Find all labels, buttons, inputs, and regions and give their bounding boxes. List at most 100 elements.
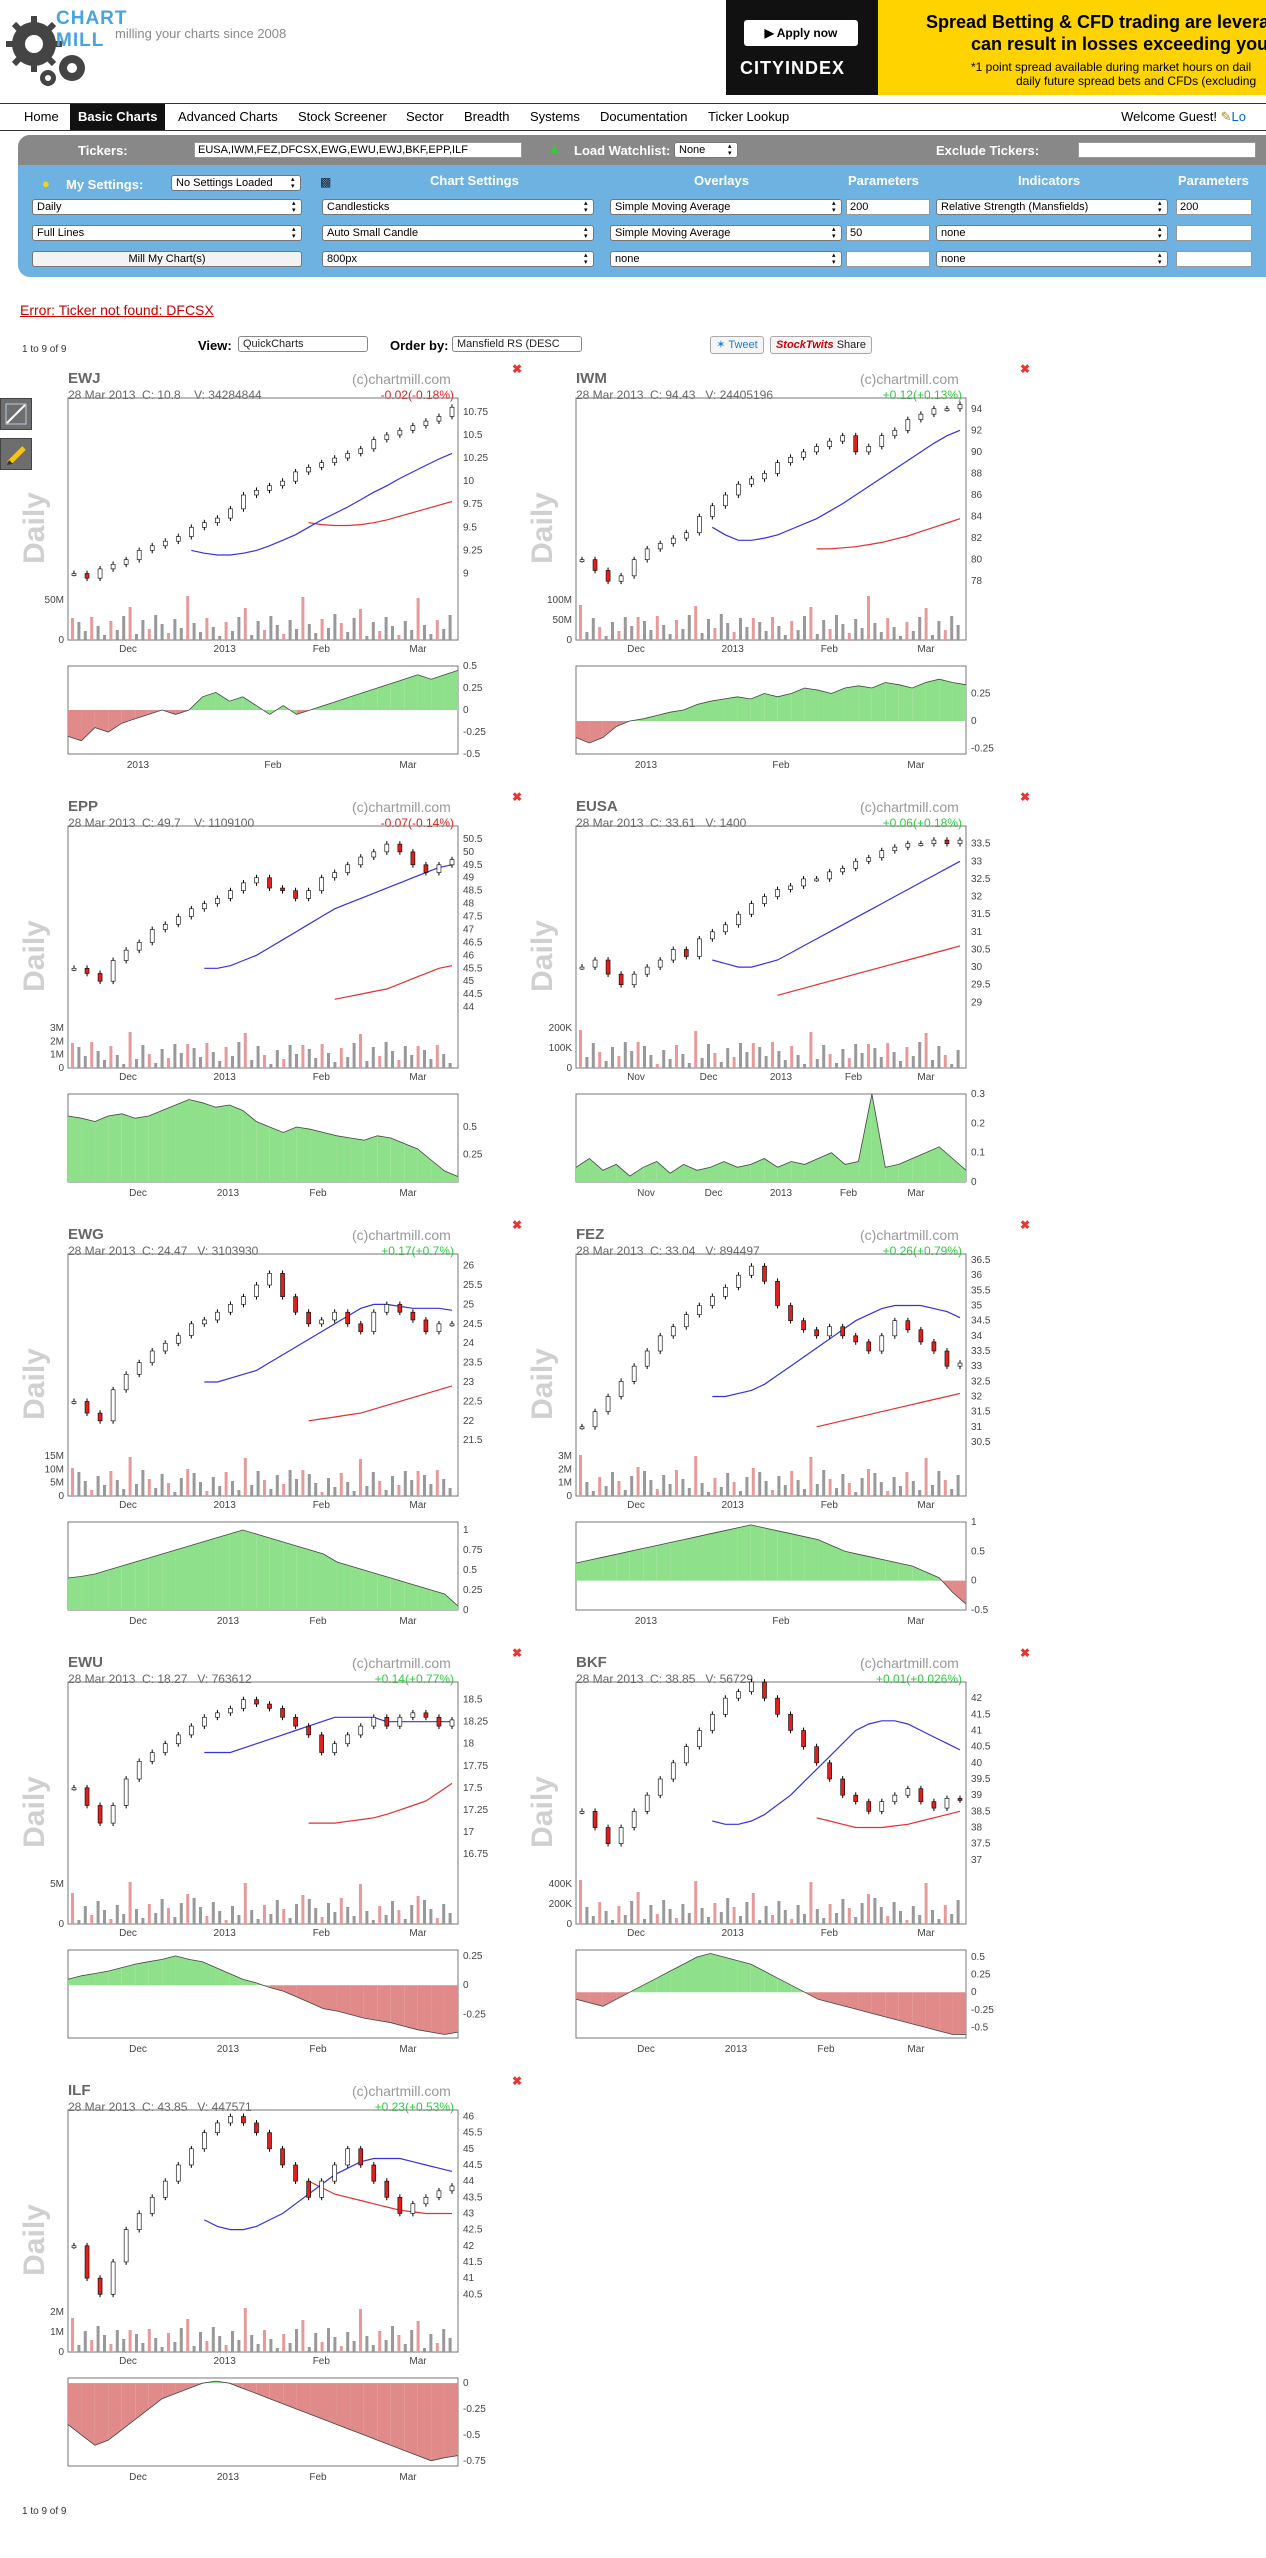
logo-mill-text[interactable]: MILL: [56, 30, 105, 51]
volume-bar: [675, 1470, 678, 1496]
advertisement-banner[interactable]: ▶ Apply now CITYINDEX Spread Betting & C…: [726, 0, 1266, 95]
remove-chart-icon[interactable]: ✖: [512, 1646, 523, 1660]
chart-style-select[interactable]: Candlesticks: [322, 199, 594, 215]
rs-positive-area: [68, 1576, 82, 1610]
price-tick-label: 36: [971, 1270, 983, 1281]
volume-bar: [339, 2346, 343, 2352]
rs-positive-area: [844, 1161, 859, 1182]
pencil-tool-icon[interactable]: [0, 438, 32, 470]
chart-ewg[interactable]: EWG 28 Mar 2013 C: 24.47 V: 3103930 (c)cha…: [18, 1218, 586, 1702]
chart-svg: Daily 50.5 50 49.5 49 48.5 48 47.547 46.5 46 45.5 4…: [18, 825, 483, 1199]
chart-ilf[interactable]: ILF 28 Mar 2013 C: 43.85 V: 447571 (c)char…: [18, 2074, 586, 2558]
stocktwits-share-button[interactable]: StockTwits Share: [770, 336, 872, 354]
volume-bar: [352, 1916, 356, 1924]
nav-systems[interactable]: Systems: [530, 109, 580, 124]
chart-fez[interactable]: FEZ 28 Mar 2013 C: 33.04 V: 894497 (c)char…: [526, 1218, 1094, 1702]
remove-chart-icon[interactable]: ✖: [512, 1218, 523, 1232]
volume-bar: [90, 617, 94, 640]
nav-basic-charts[interactable]: Basic Charts: [70, 104, 166, 130]
nav-ticker-lookup[interactable]: Ticker Lookup: [708, 109, 790, 124]
volume-bar: [668, 1909, 672, 1924]
candle: [801, 875, 806, 889]
rs-positive-area: [858, 685, 872, 721]
chart-ticker[interactable]: EWJ: [68, 370, 101, 387]
remove-chart-icon[interactable]: ✖: [512, 362, 523, 376]
line-style-select[interactable]: Full Lines: [32, 225, 302, 241]
overlay3-select[interactable]: none: [610, 251, 842, 267]
volume-bar: [585, 1057, 589, 1068]
tweet-button[interactable]: ✶ Tweet: [710, 336, 764, 354]
volume-bar: [359, 1459, 362, 1496]
ad-brand-name: CITYINDEX: [740, 58, 846, 78]
indicator1-select[interactable]: Relative Strength (Mansfields): [936, 199, 1168, 215]
candle-size-select[interactable]: Auto Small Candle: [322, 225, 594, 241]
chart-ticker[interactable]: ILF: [68, 2082, 91, 2099]
indicator2-select[interactable]: none: [936, 225, 1168, 241]
indicator1-param-input[interactable]: 200: [1176, 199, 1252, 215]
nav-documentation[interactable]: Documentation: [600, 109, 688, 124]
chart-ticker[interactable]: FEZ: [576, 1226, 605, 1243]
nav-breadth[interactable]: Breadth: [464, 109, 510, 124]
rs-positive-area: [350, 1138, 364, 1182]
chart-iwm[interactable]: IWM 28 Mar 2013 C: 94.43 V: 24405196 (c)ch…: [526, 362, 1094, 846]
chart-ticker[interactable]: EWG: [68, 1226, 104, 1243]
load-watchlist-select[interactable]: None: [674, 142, 738, 158]
order-by-select[interactable]: Mansfield RS (DESC: [452, 336, 582, 352]
my-settings-select[interactable]: No Settings Loaded: [171, 175, 301, 191]
login-icon[interactable]: ✎: [1220, 109, 1232, 124]
price-tick-label: 43.5: [463, 2192, 483, 2203]
overlay1-param-input[interactable]: 200: [846, 199, 930, 215]
chart-eusa[interactable]: EUSA 28 Mar 2013 C: 33.61 V: 1400 (c)chart…: [526, 790, 1094, 1274]
login-link[interactable]: Lo: [1231, 109, 1246, 124]
volume-bar: [739, 1491, 742, 1496]
save-settings-icon[interactable]: ▩: [320, 175, 332, 189]
remove-chart-icon[interactable]: ✖: [1020, 1646, 1031, 1660]
mill-my-charts-button[interactable]: Mill My Chart(s): [32, 251, 302, 267]
remove-chart-icon[interactable]: ✖: [512, 2074, 523, 2088]
overlay2-select[interactable]: Simple Moving Average: [610, 225, 842, 241]
chart-epp[interactable]: EPP 28 Mar 2013 C: 49.7 V: 1109100 (c)char…: [18, 790, 586, 1274]
chart-ewj[interactable]: EWJ 28 Mar 2013 C: 10.8 V: 34284844 (c)cha…: [18, 362, 586, 846]
rs-positive-area: [737, 696, 751, 721]
logo-chart-text[interactable]: CHART: [56, 8, 128, 29]
nav-advanced-charts[interactable]: Advanced Charts: [178, 109, 278, 124]
chart-ewu[interactable]: EWU 28 Mar 2013 C: 18.27 V: 763612 (c)char…: [18, 1646, 586, 2130]
rs-negative-area: [417, 2383, 432, 2461]
chart-bkf[interactable]: BKF 28 Mar 2013 C: 38.85 V: 56729 (c)chart…: [526, 1646, 1094, 2130]
remove-chart-icon[interactable]: ✖: [512, 790, 523, 804]
indicator2-param-input[interactable]: [1176, 225, 1252, 241]
overlay2-param-input[interactable]: 50: [846, 225, 930, 241]
indicator3-param-input[interactable]: [1176, 251, 1252, 267]
rs-positive-area: [764, 1158, 778, 1182]
remove-chart-icon[interactable]: ✖: [1020, 790, 1031, 804]
remove-chart-icon[interactable]: ✖: [1020, 362, 1031, 376]
nav-sector[interactable]: Sector: [406, 109, 444, 124]
chart-ticker[interactable]: EUSA: [576, 798, 618, 815]
view-select[interactable]: QuickCharts: [238, 336, 368, 352]
indicator3-select[interactable]: none: [936, 251, 1168, 267]
volume-bar: [879, 1057, 883, 1068]
chart-ticker[interactable]: EPP: [68, 798, 99, 815]
remove-chart-icon[interactable]: ✖: [1020, 1218, 1031, 1232]
overlay3-param-input[interactable]: [846, 251, 930, 267]
apply-now-button[interactable]: ▶ Apply now: [744, 20, 858, 46]
chart-ticker[interactable]: EWU: [68, 1654, 103, 1671]
candle: [436, 861, 442, 876]
rs-positive-area: [831, 1152, 845, 1182]
draw-line-tool-icon[interactable]: [0, 398, 32, 430]
rs-line: [67, 670, 459, 742]
candle: [358, 1723, 364, 1738]
chart-ticker[interactable]: IWM: [576, 370, 607, 387]
nav-stock-screener[interactable]: Stock Screener: [298, 109, 387, 124]
x-axis-label: Mar: [917, 644, 935, 655]
overlay1-select[interactable]: Simple Moving Average: [610, 199, 842, 215]
volume-tick-label: 2M: [558, 1464, 572, 1475]
chart-size-select[interactable]: 800px: [322, 251, 594, 267]
tickers-input[interactable]: EUSA,IWM,FEZ,DFCSX,EWG,EWU,EWJ,BKF,EPP,I…: [194, 142, 522, 158]
period-select[interactable]: Daily: [32, 199, 302, 215]
chart-ticker[interactable]: BKF: [576, 1654, 607, 1671]
volume-bar: [860, 1478, 864, 1496]
exclude-tickers-input[interactable]: [1078, 142, 1256, 158]
candle: [410, 1709, 416, 1721]
nav-home[interactable]: Home: [24, 109, 59, 124]
